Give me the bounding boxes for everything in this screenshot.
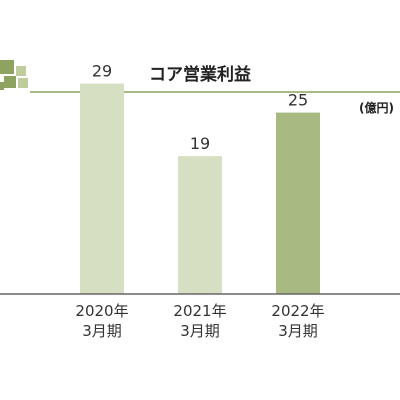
x-tick-label-2-1: 3月期 bbox=[278, 322, 318, 340]
accent-square-dark-2 bbox=[4, 76, 16, 88]
accent-square-dark-1 bbox=[0, 60, 14, 74]
x-tick-label-1-1: 3月期 bbox=[180, 322, 220, 340]
chart-title: コア営業利益 bbox=[149, 64, 251, 85]
x-tick-labels-group: 2020年 3月期 2021年 3月期 2022年 3月期 bbox=[75, 302, 324, 340]
bars-group bbox=[80, 83, 320, 295]
accent-square-light-1 bbox=[16, 66, 26, 76]
bar-0 bbox=[80, 83, 124, 295]
bar-1 bbox=[178, 156, 222, 294]
data-labels-group: 29 19 25 bbox=[92, 62, 308, 154]
x-tick-label-0-1: 3月期 bbox=[82, 322, 122, 340]
accent-square-light-2 bbox=[18, 78, 28, 88]
bar-2 bbox=[276, 112, 320, 294]
data-label-1: 19 bbox=[190, 134, 210, 153]
data-label-0: 29 bbox=[92, 62, 112, 81]
title-accent-graphic bbox=[0, 60, 28, 90]
data-label-2: 25 bbox=[288, 91, 308, 110]
unit-label: (億円) bbox=[359, 100, 394, 115]
x-tick-label-1-0: 2021年 bbox=[173, 302, 226, 320]
x-tick-label-0-0: 2020年 bbox=[75, 302, 128, 320]
x-tick-label-2-0: 2022年 bbox=[271, 302, 324, 320]
accent-square-dark-3 bbox=[0, 82, 4, 90]
